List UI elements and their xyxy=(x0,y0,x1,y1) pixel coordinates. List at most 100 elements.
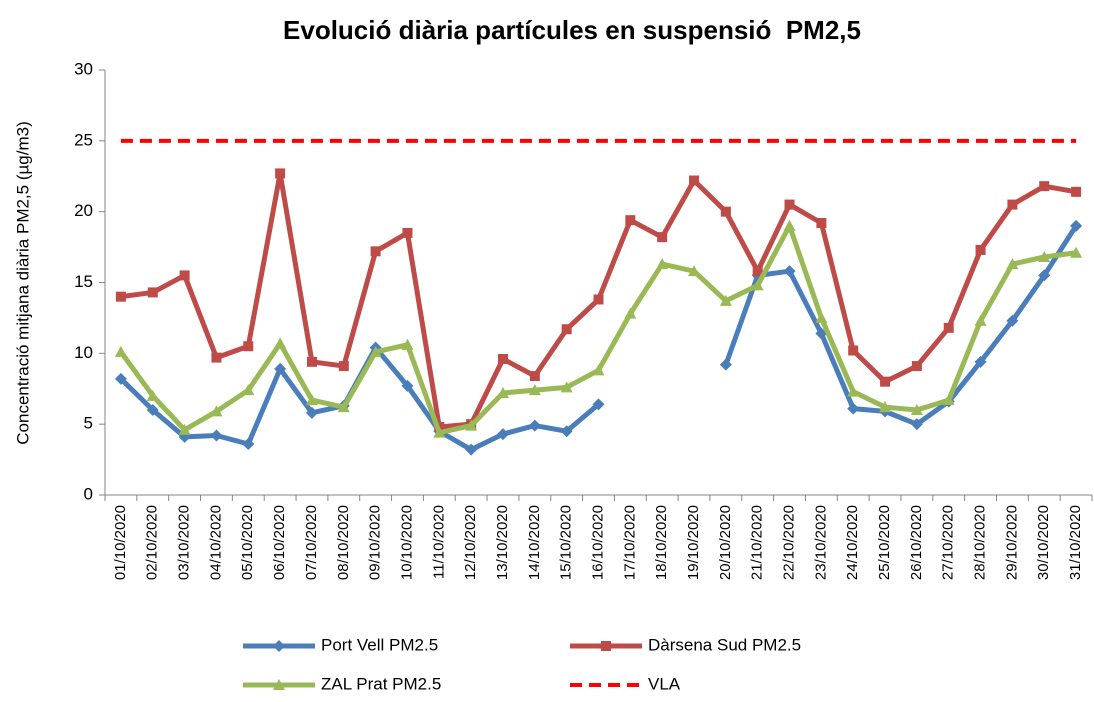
x-tick-label: 19/10/2020 xyxy=(685,505,702,580)
point xyxy=(496,387,509,398)
point xyxy=(593,294,604,305)
point xyxy=(147,287,158,298)
x-tick-label: 21/10/2020 xyxy=(749,505,766,580)
point xyxy=(911,361,922,372)
x-tick-label: 14/10/2020 xyxy=(526,505,543,580)
point xyxy=(880,376,891,387)
point xyxy=(1006,258,1019,270)
point xyxy=(528,384,541,396)
point xyxy=(657,232,668,243)
x-tick-label: 07/10/2020 xyxy=(303,505,320,580)
legend-marker xyxy=(601,641,611,651)
point xyxy=(783,265,796,278)
x-tick-label: 09/10/2020 xyxy=(367,505,384,580)
point xyxy=(592,398,605,411)
y-tick-label: 20 xyxy=(74,201,93,220)
y-axis-label: Concentració mitjana diària PM2,5 (µg/m3… xyxy=(13,121,32,444)
point xyxy=(848,345,859,356)
point xyxy=(752,266,763,277)
point xyxy=(942,394,955,406)
x-tick-label: 03/10/2020 xyxy=(176,505,193,580)
point xyxy=(1006,314,1019,327)
point xyxy=(625,215,636,226)
x-tick-label: 08/10/2020 xyxy=(335,505,352,580)
point xyxy=(243,341,254,352)
legend-item: Port Vell PM2.5 xyxy=(243,635,438,654)
x-tick-label: 31/10/2020 xyxy=(1067,505,1084,580)
point xyxy=(305,406,318,419)
legend-item: Dàrsena Sud PM2.5 xyxy=(570,635,801,654)
x-tick-label: 18/10/2020 xyxy=(653,505,670,580)
y-tick-label: 15 xyxy=(74,272,93,291)
point xyxy=(1007,199,1018,210)
point xyxy=(179,270,190,281)
x-tick-label: 23/10/2020 xyxy=(812,505,829,580)
point xyxy=(337,401,350,413)
point xyxy=(1070,246,1083,258)
point xyxy=(561,324,572,335)
point xyxy=(879,401,892,413)
point xyxy=(465,443,478,456)
x-tick-label: 04/10/2020 xyxy=(207,505,224,580)
legend-marker xyxy=(273,679,285,690)
point xyxy=(369,345,382,357)
legend-label: Port Vell PM2.5 xyxy=(321,635,438,654)
point xyxy=(496,428,509,441)
x-tick-label: 28/10/2020 xyxy=(972,505,989,580)
x-tick-label: 13/10/2020 xyxy=(494,505,511,580)
point xyxy=(975,244,986,255)
point xyxy=(974,314,987,326)
point xyxy=(1039,181,1050,192)
point xyxy=(274,362,287,375)
legend-item: VLA xyxy=(570,674,681,693)
x-tick-label: 06/10/2020 xyxy=(271,505,288,580)
x-tick-label: 20/10/2020 xyxy=(717,505,734,580)
point xyxy=(720,206,731,217)
y-tick-label: 30 xyxy=(74,59,93,78)
point xyxy=(719,294,732,306)
point xyxy=(305,394,318,406)
point xyxy=(370,246,381,257)
point xyxy=(338,361,349,372)
point xyxy=(847,402,860,415)
point xyxy=(816,218,827,228)
x-tick-label: 27/10/2020 xyxy=(940,505,957,580)
point xyxy=(910,418,923,431)
y-tick-label: 0 xyxy=(84,484,93,503)
point xyxy=(178,423,191,435)
x-tick-label: 01/10/2020 xyxy=(112,505,129,580)
x-tick-label: 24/10/2020 xyxy=(844,505,861,580)
legend-marker xyxy=(273,640,285,652)
point xyxy=(433,426,446,438)
series xyxy=(115,168,1082,432)
point xyxy=(114,345,127,357)
point xyxy=(402,227,413,238)
point xyxy=(784,199,795,210)
point xyxy=(242,438,255,450)
x-tick-label: 29/10/2020 xyxy=(1003,505,1020,580)
y-tick-label: 5 xyxy=(84,414,93,433)
x-tick-label: 05/10/2020 xyxy=(239,505,256,580)
point xyxy=(210,405,223,417)
point xyxy=(401,379,414,392)
point xyxy=(689,175,700,186)
point xyxy=(688,265,701,277)
point xyxy=(211,352,222,363)
series xyxy=(114,219,1083,456)
legend-label: VLA xyxy=(648,674,681,693)
point xyxy=(242,384,255,396)
point xyxy=(529,371,540,381)
x-tick-label: 11/10/2020 xyxy=(430,505,447,579)
legend-label: ZAL Prat PM2.5 xyxy=(321,674,441,693)
point xyxy=(910,404,923,415)
point xyxy=(1038,269,1051,282)
x-tick-label: 12/10/2020 xyxy=(462,505,479,580)
point xyxy=(943,322,954,333)
chart-title: Evolució diària partícules en suspensió … xyxy=(283,15,861,45)
x-tick-label: 10/10/2020 xyxy=(398,505,415,580)
point xyxy=(974,355,987,368)
point xyxy=(306,356,317,367)
x-tick-label: 26/10/2020 xyxy=(908,505,925,580)
legend-label: Dàrsena Sud PM2.5 xyxy=(648,635,801,654)
